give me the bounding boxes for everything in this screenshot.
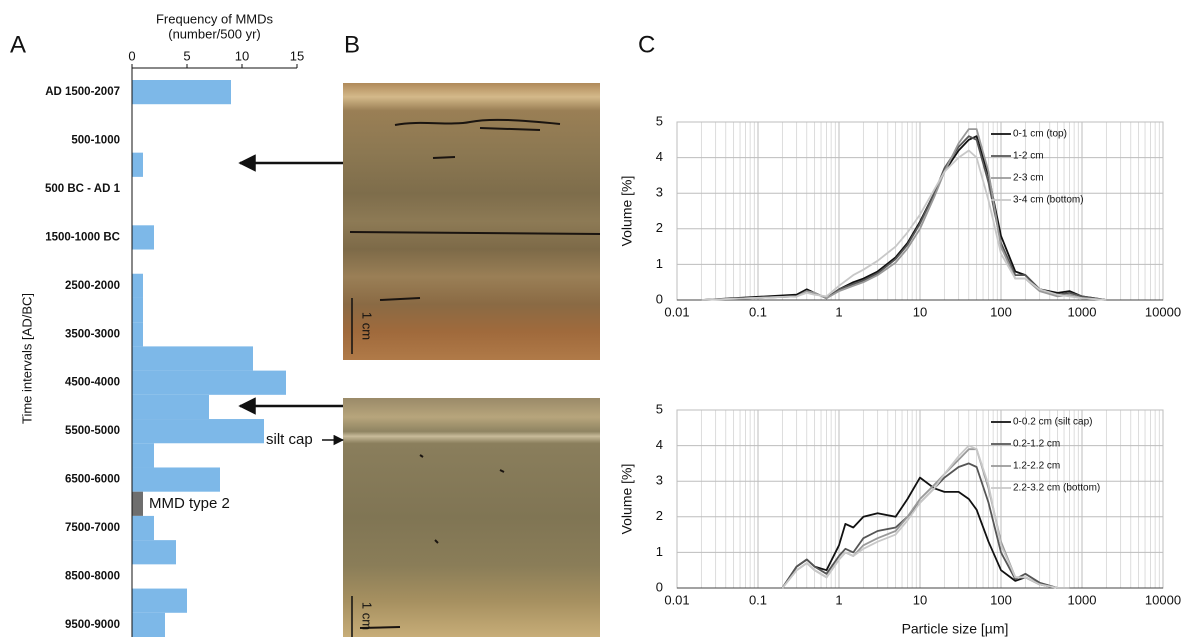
y-tick-label: 3 [656,185,663,200]
y-tick-label: 5 [656,401,663,416]
y-tick-label: 5 [656,113,663,128]
y-tick-label: 4 [656,437,663,452]
y-tick-label: 2 [656,220,663,235]
y-axis-label: Volume [%] [619,176,635,247]
legend-label: 0-1 cm (top) [1013,129,1067,140]
y-tick-label: 1 [656,544,663,559]
core-photo [343,398,600,637]
bar [132,588,187,613]
legend-label: 0.2-1.2 cm [1013,439,1060,450]
scale-label: 1 cm [360,602,375,630]
bar [132,443,154,468]
legend-label: 0-0.2 cm (silt cap) [1013,417,1092,428]
x-tick-label: 1 [835,304,842,319]
data-line [781,444,1070,589]
bar [132,80,231,105]
category-label: AD 1500-2007 [45,86,120,98]
category-label: 500 BC - AD 1 [45,183,121,195]
y-tick-label: 4 [656,149,663,164]
bar [132,540,176,565]
x-tick-label: 10000 [1145,592,1181,607]
chart-subtitle: (number/500 yr) [168,26,260,41]
bar [132,297,143,323]
bar [132,322,143,347]
x-tick-label: 100 [990,592,1012,607]
x-tick-label: 5 [183,48,190,63]
category-label: 9500-9000 [65,619,120,631]
x-tick-label: 10 [913,304,927,319]
bar [132,152,143,177]
bar [132,273,143,298]
category-label: 5500-5000 [65,425,120,437]
x-tick-label: 1000 [1068,592,1097,607]
photo-panel: 1 cm 1 cm silt cap [238,83,601,637]
data-line [781,476,1070,589]
x-tick-label: 1 [835,592,842,607]
y-tick-label: 3 [656,473,663,488]
bar [132,612,165,637]
category-label: 1500-1000 BC [45,231,120,243]
category-label: 500-1000 [71,135,120,147]
y-tick-label: 0 [656,579,663,594]
x-axis-label: Particle size [µm] [902,621,1009,637]
bar [132,419,264,444]
category-label: 8500-8000 [65,570,120,582]
bar [132,346,253,371]
bar [132,225,154,250]
y-tick-label: 0 [656,291,663,306]
y-tick-label: 1 [656,256,663,271]
x-tick-label: 10000 [1145,304,1181,319]
panel-label: C [638,31,655,58]
legend-label: 2.2-3.2 cm (bottom) [1013,483,1100,494]
data-line [701,149,1107,301]
category-label: 6500-6000 [65,474,120,486]
legend-label: 1.2-2.2 cm [1013,461,1060,472]
category-label: 2500-2000 [65,280,120,292]
category-label: 4500-4000 [65,377,120,389]
x-tick-label: 0.01 [664,304,689,319]
y-tick-label: 2 [656,508,663,523]
data-line [701,135,1107,301]
data-line [701,135,1107,301]
data-line [701,128,1107,301]
legend-label: 1-2 cm [1013,151,1044,162]
y-axis-label: Time intervals [AD/BC] [19,293,34,424]
category-label: 3500-3000 [65,328,120,340]
x-tick-label: 1000 [1068,304,1097,319]
bar [132,394,209,420]
chart-title: Frequency of MMDs [156,11,274,26]
x-tick-label: 0 [128,48,135,63]
x-tick-label: 0.1 [749,592,767,607]
panel-label: A [10,31,26,58]
bar [132,491,143,516]
x-tick-label: 15 [290,48,304,63]
scale-label: 1 cm [360,312,375,340]
annotation: MMD type 2 [149,495,230,512]
category-label: 7500-7000 [65,522,120,534]
panel-label: B [344,31,360,58]
legend-label: 3-4 cm (bottom) [1013,195,1084,206]
y-axis-label: Volume [%] [619,464,635,535]
crack [359,454,505,629]
x-tick-label: 0.1 [749,304,767,319]
bar [132,467,220,492]
core-photo [343,83,600,360]
x-tick-label: 100 [990,304,1012,319]
bar [132,515,154,541]
bar [132,370,286,395]
legend-label: 2-3 cm [1013,173,1044,184]
x-tick-label: 10 [235,48,249,63]
annotation: silt cap [266,431,313,448]
crack [349,118,601,301]
x-tick-label: 10 [913,592,927,607]
x-tick-label: 0.01 [664,592,689,607]
